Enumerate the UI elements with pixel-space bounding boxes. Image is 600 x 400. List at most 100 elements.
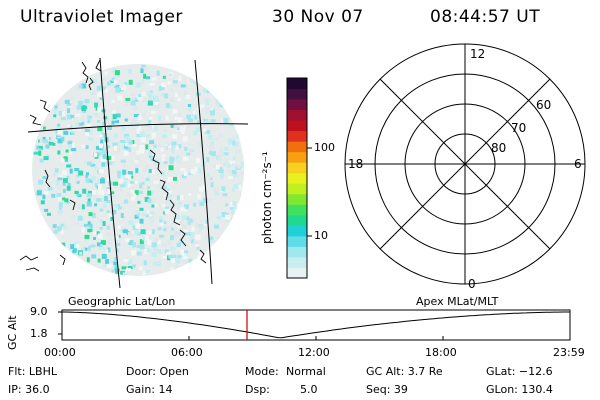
speckle-pixel [184,204,189,210]
speckle-pixel [139,145,145,150]
speckle-pixel [227,138,233,143]
speckle-pixel [208,198,212,202]
speckle-pixel [114,120,119,124]
speckle-pixel [66,185,71,191]
speckle-pixel [87,115,93,119]
speckle-pixel [124,136,130,142]
speckle-pixel [210,110,215,116]
speckle-pixel [101,121,105,127]
speckle-pixel [177,158,182,164]
speckle-pixel [121,201,125,205]
colorbar-step [287,120,307,132]
speckle-pixel [53,108,58,114]
speckle-pixel [150,169,155,174]
altitude-curve [62,311,570,339]
speckle-pixel [136,211,140,217]
speckle-pixel [98,143,103,149]
speckle-pixel [240,193,244,197]
speckle-pixel [47,187,53,191]
speckle-pixel [151,204,155,208]
speckle-pixel [188,118,194,123]
speckle-pixel [216,102,222,107]
speckle-pixel [240,161,244,167]
speckle-pixel [167,177,173,183]
speckle-pixel [171,145,176,149]
speckle-pixel [123,84,127,89]
speckle-pixel [242,154,244,158]
speckle-pixel [124,118,128,122]
speckle-pixel [115,113,121,118]
colorbar-step [287,225,307,237]
mlat-label-60: 60 [536,98,552,112]
speckle-pixel [80,116,84,122]
glon-info: GLon: 130.4 [486,383,553,396]
speckle-pixel [161,171,166,177]
speckle-pixel [189,232,195,238]
speckle-pixel [133,230,139,235]
speckle-pixel [162,255,167,259]
speckle-pixel [69,168,73,174]
speckle-pixel [145,214,149,218]
speckle-pixel [149,140,155,145]
speckle-pixel [62,223,66,228]
speckle-pixel [182,258,188,264]
speckle-pixel [110,156,115,162]
speckle-pixel [111,77,116,82]
speckle-pixel [101,109,106,113]
speckle-pixel [164,129,168,133]
speckle-pixel [59,143,63,149]
speckle-pixel [235,149,241,155]
colorbar-step [287,151,307,163]
speckle-pixel [123,150,129,156]
speckle-pixel [121,226,125,230]
speckle-pixel [107,134,111,139]
speckle-pixel [182,224,187,230]
speckle-pixel [150,219,155,224]
speckle-pixel [87,221,91,225]
dsp-value: 5.0 [300,383,318,396]
colorbar-step [287,267,307,279]
speckle-pixel [97,170,101,174]
speckle-pixel [193,241,199,245]
speckle-pixel [183,171,187,176]
speckle-pixel [168,194,172,198]
speckle-pixel [139,183,143,189]
speckle-pixel [104,147,108,151]
speckle-pixel [145,177,150,181]
speckle-pixel [131,196,136,201]
speckle-pixel [144,235,150,241]
speckle-pixel [83,247,88,251]
speckle-pixel [76,174,80,178]
speckle-pixel [43,156,49,161]
speckle-pixel [169,156,173,160]
speckle-pixel [86,172,89,176]
speckle-pixel [219,133,223,138]
speckle-pixel [96,197,102,202]
speckle-pixel [143,73,147,79]
speckle-pixel [67,108,70,114]
speckle-pixel [76,180,80,184]
speckle-pixel [57,130,63,136]
altitude-ytick-bottom: 1.8 [30,327,48,340]
altitude-ticks [58,311,444,340]
speckle-pixel [189,149,195,153]
speckle-pixel [134,180,138,184]
speckle-pixel [106,225,110,230]
speckle-pixel [122,216,126,220]
speckle-pixel [231,209,235,212]
speckle-pixel [157,239,161,244]
speckle-pixel [215,164,220,170]
speckle-pixel [153,164,158,169]
speckle-pixel [132,98,137,102]
speckle-pixel [114,204,119,209]
speckle-pixel [102,86,107,91]
speckle-pixel [187,123,191,129]
speckle-pixel [175,258,181,264]
speckle-pixel [87,223,93,229]
speckle-pixel [87,119,91,125]
speckle-pixel [135,210,139,214]
speckle-pixel [177,113,182,118]
speckle-pixel [125,97,131,101]
speckle-pixel [57,177,63,181]
speckle-pixel [202,184,206,190]
